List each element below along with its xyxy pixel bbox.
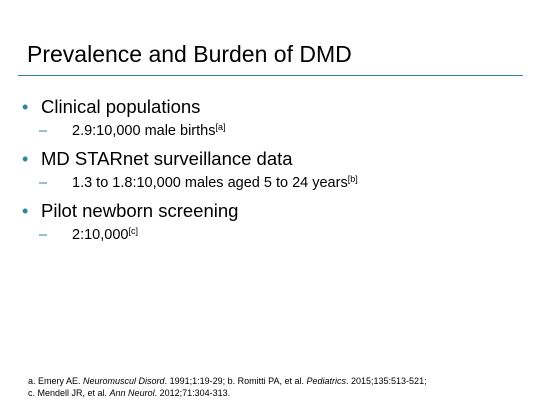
- reference-text: . 1991;1:19-29; b. Romitti PA, et al.: [164, 376, 307, 386]
- bullet-clinical-populations: • Clinical populations: [22, 94, 522, 120]
- journal-name: Pediatrics: [306, 376, 346, 386]
- bullet-text: MD STARnet surveillance data: [41, 148, 293, 169]
- sub-bullet-marker: –: [39, 123, 48, 139]
- sub-bullet-clinical: – 2.9:10,000 male births[a]: [22, 120, 522, 143]
- bullet-marker: •: [22, 97, 29, 117]
- bullet-text: Pilot newborn screening: [41, 200, 239, 221]
- bullet-md-starnet: • MD STARnet surveillance data: [22, 146, 522, 172]
- reference-marker: [a]: [215, 122, 226, 132]
- journal-name: Neuromuscul Disord: [83, 376, 165, 386]
- sub-bullet-newborn: – 2:10,000[c]: [22, 224, 522, 247]
- sub-bullet-text: 1.3 to 1.8:10,000 males aged 5 to 24 yea…: [72, 175, 348, 191]
- bullet-newborn-screening: • Pilot newborn screening: [22, 198, 522, 224]
- bullet-marker: •: [22, 149, 29, 169]
- reference-marker: [c]: [128, 226, 138, 236]
- reference-marker: [b]: [347, 174, 358, 184]
- references: a. Emery AE. Neuromuscul Disord. 1991;1:…: [28, 375, 528, 399]
- bullet-marker: •: [22, 201, 29, 221]
- reference-text: . 2012;71:304-313.: [154, 388, 231, 398]
- bullet-text: Clinical populations: [41, 96, 201, 117]
- journal-name: Ann Neurol: [109, 388, 155, 398]
- reference-line-1: a. Emery AE. Neuromuscul Disord. 1991;1:…: [28, 375, 528, 387]
- bullet-list: • Clinical populations – 2.9:10,000 male…: [22, 94, 522, 250]
- title-divider: [18, 75, 523, 76]
- sub-bullet-marker: –: [39, 227, 48, 243]
- sub-bullet-marker: –: [39, 175, 48, 191]
- sub-bullet-starnet: – 1.3 to 1.8:10,000 males aged 5 to 24 y…: [22, 172, 522, 195]
- reference-text: a. Emery AE.: [28, 376, 84, 386]
- reference-line-2: c. Mendell JR, et al. Ann Neurol. 2012;7…: [28, 387, 528, 399]
- sub-bullet-text: 2:10,000: [72, 227, 129, 243]
- reference-text: . 2015;135:513-521;: [346, 376, 427, 386]
- slide-title: Prevalence and Burden of DMD: [27, 41, 352, 67]
- sub-bullet-text: 2.9:10,000 male births: [72, 123, 216, 139]
- reference-text: c. Mendell JR, et al.: [28, 388, 110, 398]
